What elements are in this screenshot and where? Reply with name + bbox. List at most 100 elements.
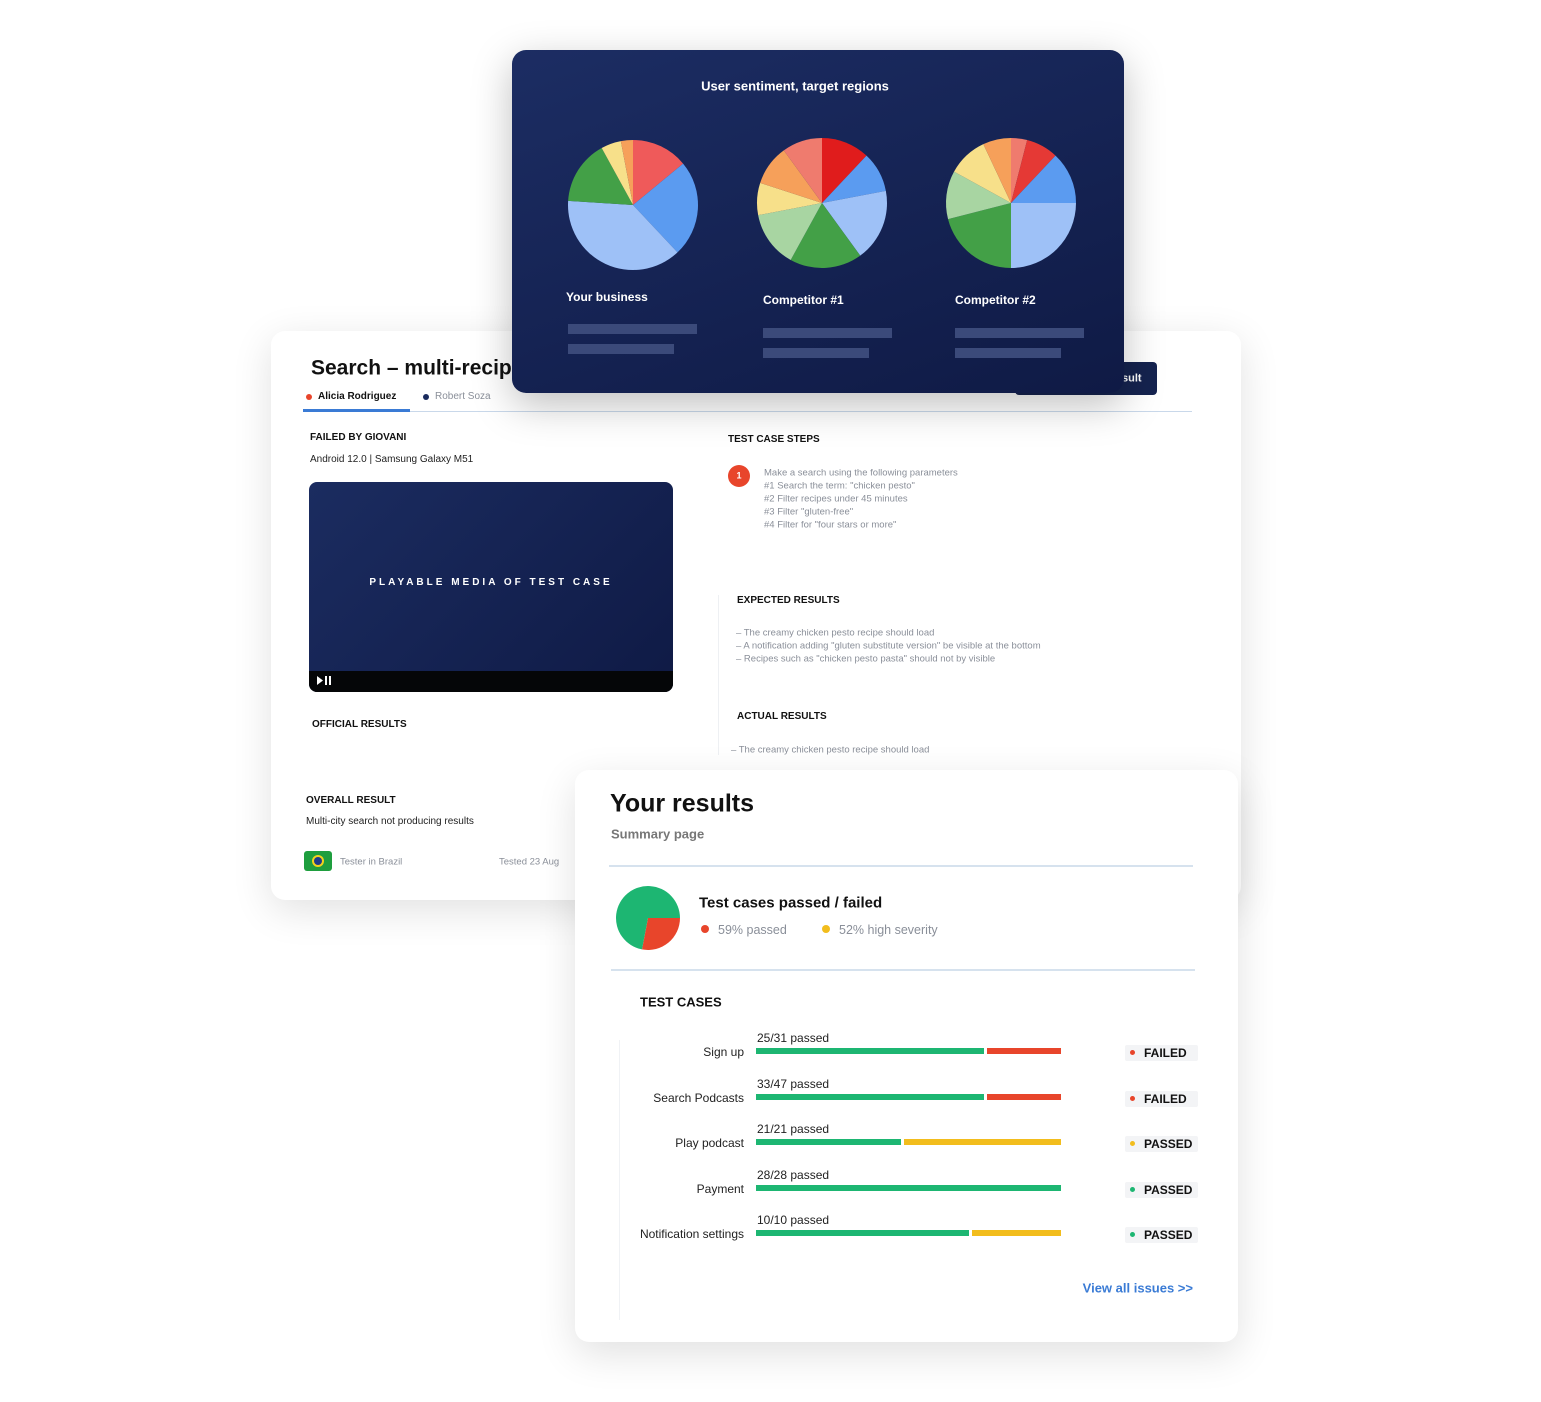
view-all-link[interactable]: View all issues >> xyxy=(1082,1280,1193,1296)
section-heading: TEST CASES xyxy=(640,994,722,1010)
pie-slice xyxy=(822,138,867,203)
status-label: FAILED xyxy=(1144,1046,1187,1060)
device: Android 12.0 | Samsung Galaxy M51 xyxy=(310,454,474,465)
test-case-count: 28/28 passed xyxy=(757,1167,830,1182)
tab[interactable]: Robert Soza xyxy=(435,391,491,402)
pie-slice xyxy=(790,203,861,268)
heading: ACTUAL RESULTS xyxy=(737,711,827,722)
pie-slice xyxy=(1011,138,1028,203)
tab-dot xyxy=(423,394,429,400)
placeholder xyxy=(955,348,1061,358)
legend-dot xyxy=(701,925,709,933)
test-case-count: 25/31 passed xyxy=(757,1031,830,1045)
pie-label: Competitor #2 xyxy=(955,293,1036,307)
test-case-card: Search – multi-recipe Alicia Rodriguez R… xyxy=(271,331,1241,900)
media-label: PLAYABLE MEDIA OF TEST CASE xyxy=(369,577,613,588)
progress-segment xyxy=(756,1048,984,1054)
pie-slice xyxy=(642,918,680,950)
tab-dot xyxy=(306,394,312,400)
pie-slice xyxy=(1011,140,1056,203)
progress-segment xyxy=(903,1139,1061,1145)
status-dot xyxy=(1130,1186,1135,1192)
heading: FAILED BY GIOVANI xyxy=(310,432,407,443)
test-case-name: Play podcast xyxy=(675,1136,744,1150)
step-line: Make a search using the following parame… xyxy=(764,467,958,479)
pie-slice xyxy=(616,886,680,950)
status-label: PASSED xyxy=(1144,1137,1193,1151)
pie-slice xyxy=(954,144,1011,203)
expected-line: – Recipes such as "chicken pesto pasta" … xyxy=(736,653,996,665)
status-dot xyxy=(1130,1232,1135,1237)
pie xyxy=(757,138,887,268)
vertical-rule xyxy=(718,595,719,755)
pie-slice xyxy=(822,190,887,256)
results-card: Your results Summary page Test cases pas… xyxy=(575,770,1238,1342)
card-title: User sentiment, target regions xyxy=(701,78,889,94)
subtitle: Summary page xyxy=(611,826,705,842)
status-pill xyxy=(1125,1136,1198,1152)
actual-line: – The creamy chicken pesto recipe should… xyxy=(731,744,930,756)
test-case-count: 21/21 passed xyxy=(757,1122,830,1136)
pie-label: Your business xyxy=(566,290,648,304)
test-case-name: Search Podcasts xyxy=(653,1090,744,1105)
pie-title: Test cases passed / failed xyxy=(699,894,883,912)
divider xyxy=(609,865,1193,867)
step-line: #1 Search the term: "chicken pesto" xyxy=(764,480,915,492)
pie-slice xyxy=(983,138,1011,203)
heading: EXPECTED RESULTS xyxy=(737,595,840,606)
heading: OFFICIAL RESULTS xyxy=(312,719,407,730)
test-case-name: Notification settings xyxy=(639,1227,744,1241)
progress-segment xyxy=(756,1093,984,1100)
overall-text: Multi-city search not producing results xyxy=(306,816,474,827)
pie xyxy=(616,886,680,950)
card-title: Your results xyxy=(610,789,755,818)
progress-segment xyxy=(971,1230,1061,1236)
pie-slice xyxy=(568,148,633,205)
status-dot xyxy=(1130,1095,1135,1101)
placeholder xyxy=(955,328,1084,338)
status-dot xyxy=(1130,1050,1135,1055)
vertical-rule xyxy=(619,1040,620,1320)
pie-slice xyxy=(783,138,822,203)
test-case-count: 33/47 passed xyxy=(757,1076,830,1091)
test-case-name: Sign up xyxy=(703,1045,744,1059)
legend-label: 59% passed xyxy=(718,922,787,937)
progress-segment xyxy=(756,1139,901,1145)
play-pause-icon[interactable] xyxy=(317,675,337,687)
pie-slice xyxy=(1011,155,1076,203)
pie-slice xyxy=(633,163,698,253)
pie-slice xyxy=(822,155,886,203)
progress-segment xyxy=(756,1184,1061,1191)
placeholder xyxy=(568,324,697,334)
step-line: #4 Filter for "four stars or more" xyxy=(764,519,897,531)
progress-segment xyxy=(987,1048,1061,1054)
status-label: PASSED xyxy=(1144,1228,1193,1242)
pie-slice xyxy=(758,203,822,260)
placeholder xyxy=(568,344,674,354)
media-player[interactable] xyxy=(309,482,673,692)
legend-dot xyxy=(822,925,830,933)
tested-date: Tested 23 Aug xyxy=(499,856,560,868)
pie-slice xyxy=(620,140,633,205)
tab-underline xyxy=(303,409,410,412)
pie-slice xyxy=(568,200,678,270)
legend-label: 52% high severity xyxy=(839,922,938,937)
tab[interactable]: Alicia Rodriguez xyxy=(318,391,397,402)
pie-slice xyxy=(1011,203,1076,268)
button-label[interactable]: sult xyxy=(1122,372,1142,385)
status-label: FAILED xyxy=(1144,1091,1187,1106)
step-line: #3 Filter "gluten-free" xyxy=(764,506,854,518)
status-label: PASSED xyxy=(1144,1182,1193,1197)
pie-slice xyxy=(948,203,1011,268)
card-title: Search – multi-recipe xyxy=(311,356,524,380)
step-line: #2 Filter recipes under 45 minutes xyxy=(764,493,908,505)
heading: OVERALL RESULT xyxy=(306,795,396,806)
status-pill xyxy=(1125,1045,1198,1061)
pie xyxy=(946,138,1076,268)
expected-line: – A notification adding "gluten substitu… xyxy=(736,640,1041,652)
test-case-count: 10/10 passed xyxy=(757,1213,830,1227)
status-pill xyxy=(1125,1090,1198,1107)
progress-segment xyxy=(987,1093,1061,1100)
test-case-name: Payment xyxy=(696,1181,744,1196)
